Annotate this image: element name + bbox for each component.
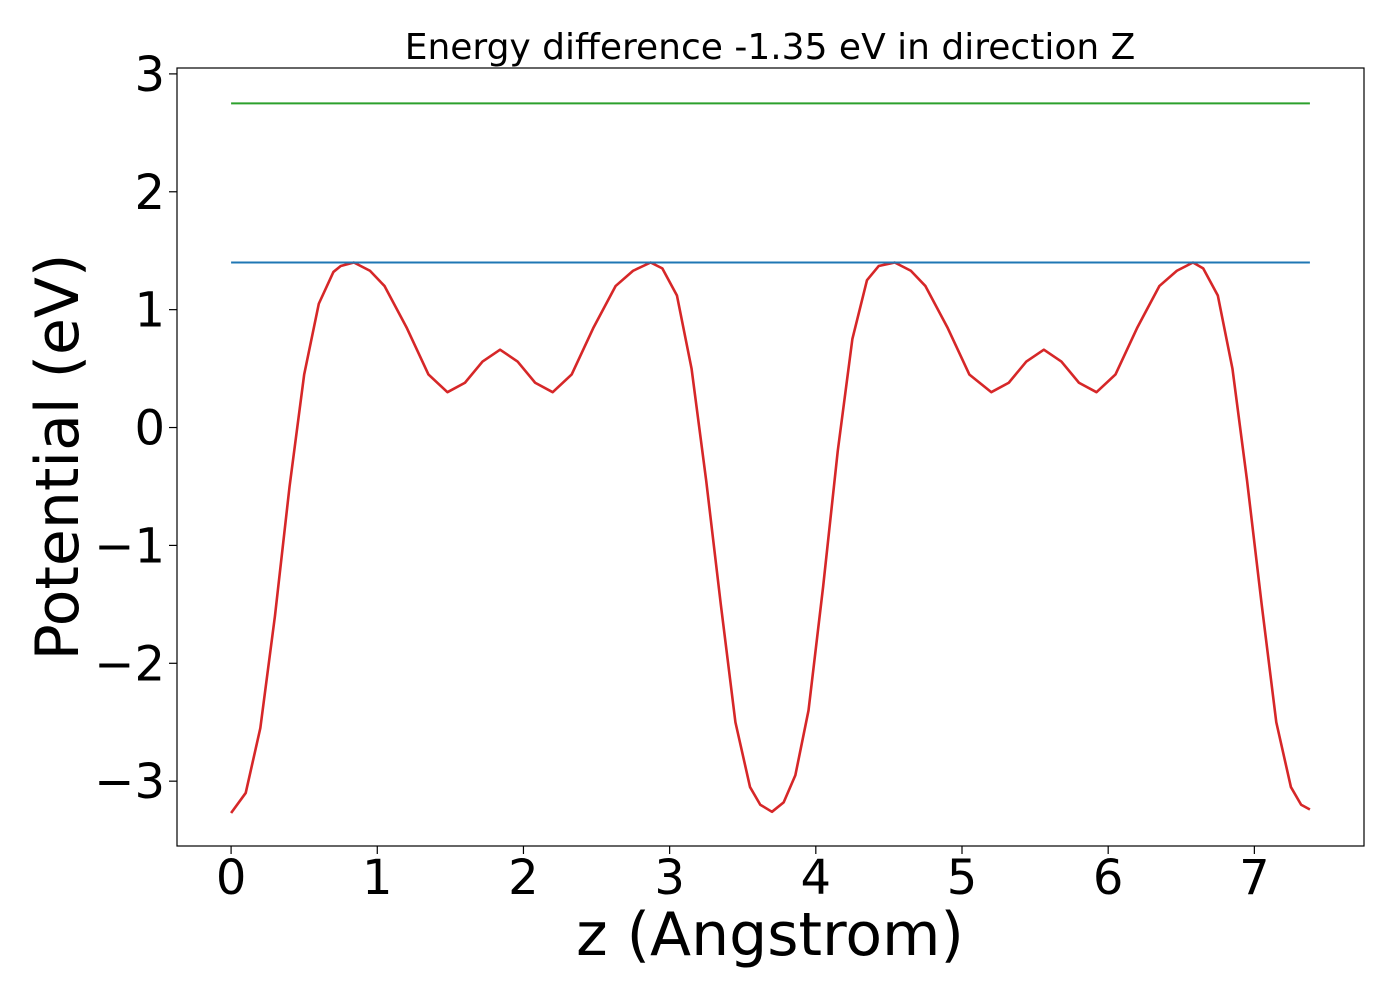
y-tick-label: 0 <box>134 401 165 457</box>
chart-title: Energy difference -1.35 eV in direction … <box>405 27 1136 68</box>
x-tick-label: 3 <box>654 850 685 906</box>
x-axis-label: z (Angstrom) <box>576 900 964 970</box>
series-line-0 <box>230 261 1311 814</box>
y-tick-label: 2 <box>134 165 165 221</box>
x-ticks: 0 1 2 3 4 5 6 7 <box>216 846 1270 906</box>
x-tick-label: 6 <box>1093 850 1124 906</box>
x-tick-label: 0 <box>216 850 247 906</box>
x-tick-label: 4 <box>801 850 832 906</box>
y-tick-label: 3 <box>134 47 165 103</box>
y-tick-label: −1 <box>94 518 165 574</box>
y-tick-label: −2 <box>94 636 165 692</box>
x-tick-label: 5 <box>947 850 978 906</box>
plot-frame <box>176 67 1365 847</box>
y-tick-label: −3 <box>94 754 165 810</box>
y-tick-label: 1 <box>134 283 165 339</box>
x-tick-label: 7 <box>1239 850 1270 906</box>
y-axis-label: Potential (eV) <box>23 254 93 661</box>
series-layer <box>230 102 1311 814</box>
x-tick-label: 1 <box>362 850 393 906</box>
x-tick-label: 2 <box>508 850 539 906</box>
y-ticks: 3 2 1 0 −1 −2 −3 <box>94 47 177 810</box>
